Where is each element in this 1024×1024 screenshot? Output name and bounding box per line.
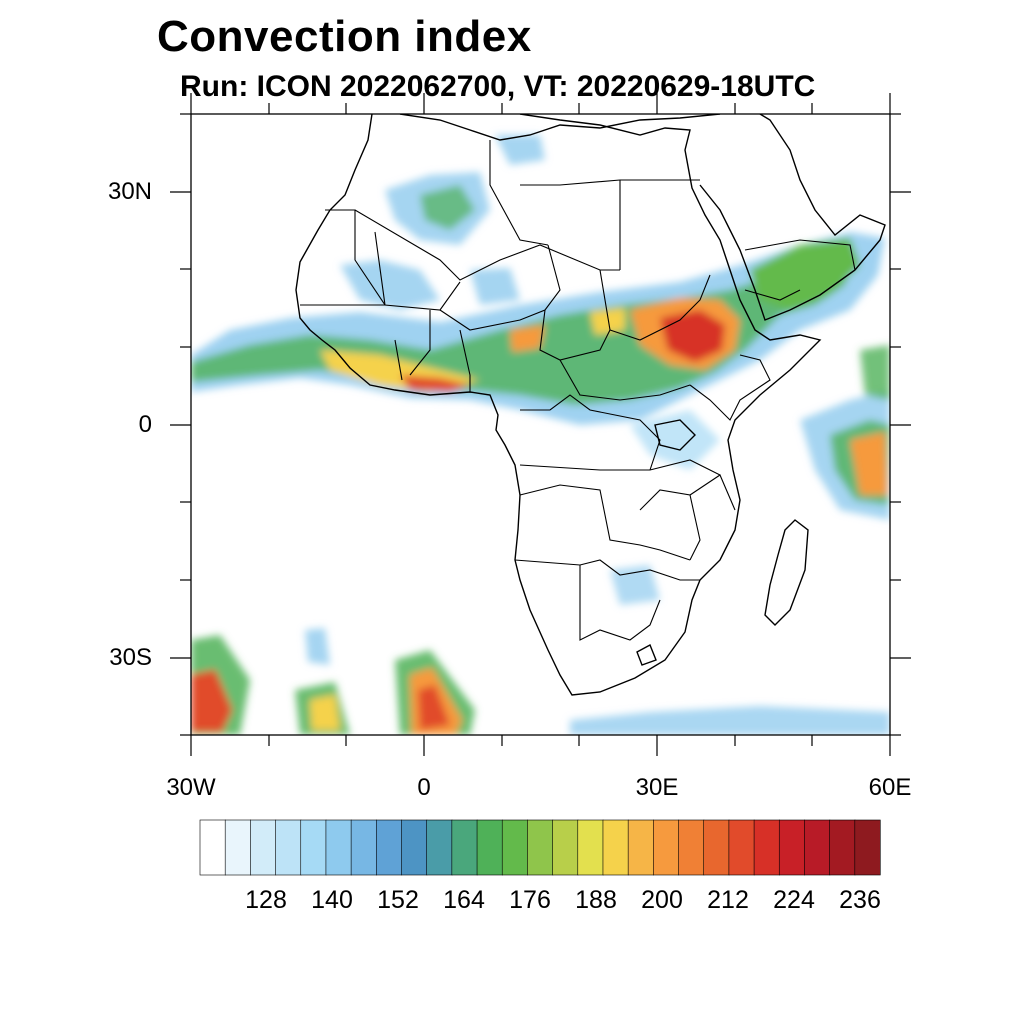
field-ethiopia-red	[660, 310, 725, 362]
field-satl-1-red	[191, 670, 232, 732]
colorbar-swatch	[275, 819, 302, 876]
colorbar-swatch	[199, 819, 226, 876]
colorbar-swatch	[375, 819, 403, 876]
field-mid-yellow	[590, 308, 625, 335]
colorbar-swatch	[401, 819, 428, 876]
field-southern	[570, 706, 890, 735]
madagascar	[764, 519, 809, 626]
colorbar-label: 176	[509, 886, 551, 914]
colorbar-swatch	[627, 819, 654, 876]
field-sahara-1-green	[420, 185, 475, 230]
colorbar-label: 188	[575, 886, 617, 914]
colorbar-swatch	[501, 819, 529, 876]
y-tick-label-0: 0	[138, 411, 152, 438]
colorbar-swatch	[728, 819, 755, 876]
x-tick-label-60e: 60E	[868, 774, 912, 801]
colorbar-swatch	[703, 819, 730, 876]
colorbar-swatch	[829, 819, 856, 876]
axis-ticks	[170, 93, 911, 756]
colorbar-swatch	[653, 819, 680, 876]
field-arabia-green	[750, 238, 860, 310]
colorbar-swatch	[753, 819, 780, 876]
colorbar-swatch	[678, 819, 705, 876]
y-tick-label-30s: 30S	[109, 644, 152, 671]
colorbar	[199, 819, 881, 876]
field-satl-2-yellow	[310, 695, 340, 730]
field-libya	[495, 135, 545, 165]
y-tick-label-30n: 30N	[107, 178, 152, 205]
x-tick-label-30e: 30E	[635, 774, 679, 801]
field-satl-3-core	[418, 685, 450, 730]
colorbar-swatch	[300, 819, 327, 876]
field-satl-small	[305, 628, 330, 665]
colorbar-swatch	[224, 819, 251, 876]
colorbar-label: 140	[311, 886, 353, 914]
colorbar-swatch	[426, 819, 453, 876]
colorbar-swatch	[602, 819, 629, 876]
colorbar-swatch	[476, 819, 503, 876]
colorbar-swatch	[250, 819, 277, 876]
plot-frame	[190, 113, 891, 736]
colorbar-swatch	[325, 819, 352, 876]
field-westafrica-red	[400, 375, 470, 392]
europe-coastline	[399, 114, 721, 141]
colorbar-label: 128	[245, 886, 287, 914]
colorbar-swatch	[451, 819, 478, 876]
colorbar-swatch	[804, 819, 831, 876]
colorbar-label: 224	[773, 886, 815, 914]
colorbar-label: 152	[377, 886, 419, 914]
x-tick-label-0: 0	[417, 774, 431, 801]
colorbar-label: 200	[641, 886, 683, 914]
colorbar-swatch	[854, 819, 881, 876]
colorbar-label: 164	[443, 886, 485, 914]
africa-coastline	[295, 114, 822, 696]
colorbar-swatch	[577, 819, 604, 876]
field-central-orange	[510, 325, 545, 352]
country-borders	[300, 140, 856, 641]
field-eastafrica	[630, 410, 720, 470]
convection-field	[191, 135, 890, 735]
colorbar-label: 212	[707, 886, 749, 914]
field-sahara-3	[470, 268, 520, 305]
coastlines	[295, 114, 886, 696]
x-tick-label-30w: 30W	[166, 774, 216, 801]
colorbar-label: 236	[839, 886, 881, 914]
field-indian-orange	[850, 432, 888, 495]
field-indian-east	[860, 345, 890, 400]
chart-title: Convection index	[157, 12, 532, 61]
colorbar-swatch	[778, 819, 806, 876]
colorbar-swatch	[552, 819, 579, 876]
arabia-coastline	[699, 114, 886, 321]
chart-subtitle: Run: ICON 2022062700, VT: 20220629-18UTC	[180, 70, 816, 103]
lesotho	[636, 644, 657, 666]
colorbar-swatch	[527, 819, 554, 876]
field-sahara-2	[340, 260, 440, 310]
colorbar-swatch	[350, 819, 377, 876]
